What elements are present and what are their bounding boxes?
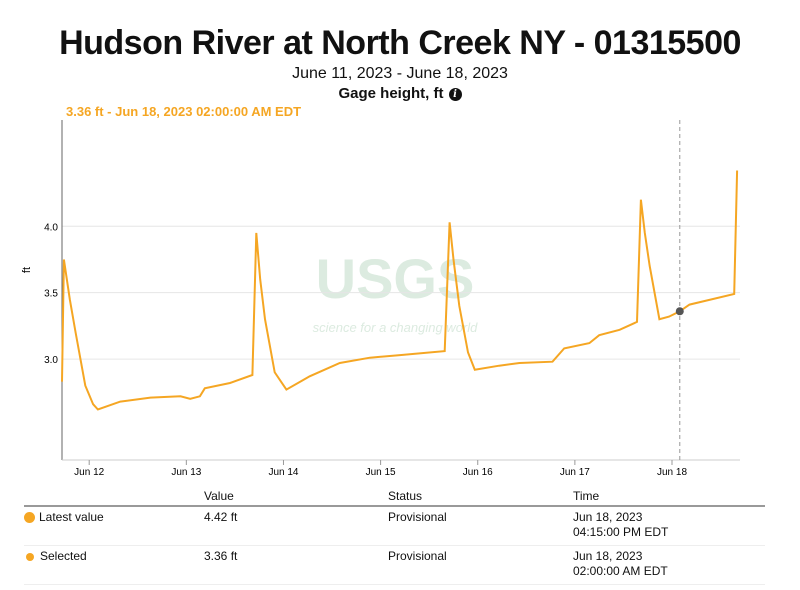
row-time: 04:15:00 PM EDT xyxy=(573,525,669,539)
row-label: Latest value xyxy=(39,510,104,524)
table-row: Latest value 4.42 ft Provisional Jun 18,… xyxy=(24,506,765,546)
values-table: Value Status Time Latest value 4.42 ft P… xyxy=(24,487,765,585)
hydrograph-chart[interactable]: USGS science for a changing world ft 3.0… xyxy=(0,0,800,480)
parameter-label: Gage height, ft xyxy=(338,85,444,102)
x-tick-label: Jun 14 xyxy=(268,467,298,478)
x-tick-label: Jun 13 xyxy=(171,467,201,478)
row-value: 4.42 ft xyxy=(204,506,388,546)
row-date: Jun 18, 2023 xyxy=(573,549,643,563)
x-tick-label: Jun 16 xyxy=(463,467,493,478)
latest-dot-icon xyxy=(24,512,35,524)
row-status: Provisional xyxy=(388,545,573,585)
col-value: Value xyxy=(204,487,388,507)
info-icon[interactable]: i xyxy=(448,88,462,101)
x-tick-label: Jun 18 xyxy=(657,467,687,478)
y-tick-label: 3.0 xyxy=(44,355,58,366)
col-time: Time xyxy=(573,487,765,507)
row-time: 02:00:00 AM EDT xyxy=(573,564,668,578)
date-range: June 11, 2023 - June 18, 2023 xyxy=(292,65,508,82)
y-axis-label: ft xyxy=(21,267,33,273)
x-tick-label: Jun 12 xyxy=(74,467,104,478)
col-status: Status xyxy=(388,487,573,507)
y-tick-label: 4.0 xyxy=(44,222,58,233)
parameter-title: Gage height, ft i xyxy=(0,85,800,102)
row-status: Provisional xyxy=(388,506,573,546)
page-title: Hudson River at North Creek NY - 0131550… xyxy=(59,24,741,62)
watermark-logo: USGS xyxy=(316,247,475,310)
row-value: 3.36 ft xyxy=(204,545,388,585)
series-line-gage-height xyxy=(61,170,739,411)
x-tick-label: Jun 17 xyxy=(560,467,590,478)
table-row: Selected 3.36 ft Provisional Jun 18, 202… xyxy=(24,545,765,585)
watermark-tagline: science for a changing world xyxy=(313,320,479,335)
row-date: Jun 18, 2023 xyxy=(573,510,643,524)
row-label: Selected xyxy=(40,549,87,563)
y-tick-label: 3.5 xyxy=(44,289,58,300)
x-tick-label: Jun 15 xyxy=(366,467,396,478)
selected-point[interactable] xyxy=(675,307,684,316)
tooltip-readout: 3.36 ft - Jun 18, 2023 02:00:00 AM EDT xyxy=(66,104,302,119)
table-header-row: Value Status Time xyxy=(24,487,765,507)
selected-dot-icon xyxy=(26,552,34,561)
